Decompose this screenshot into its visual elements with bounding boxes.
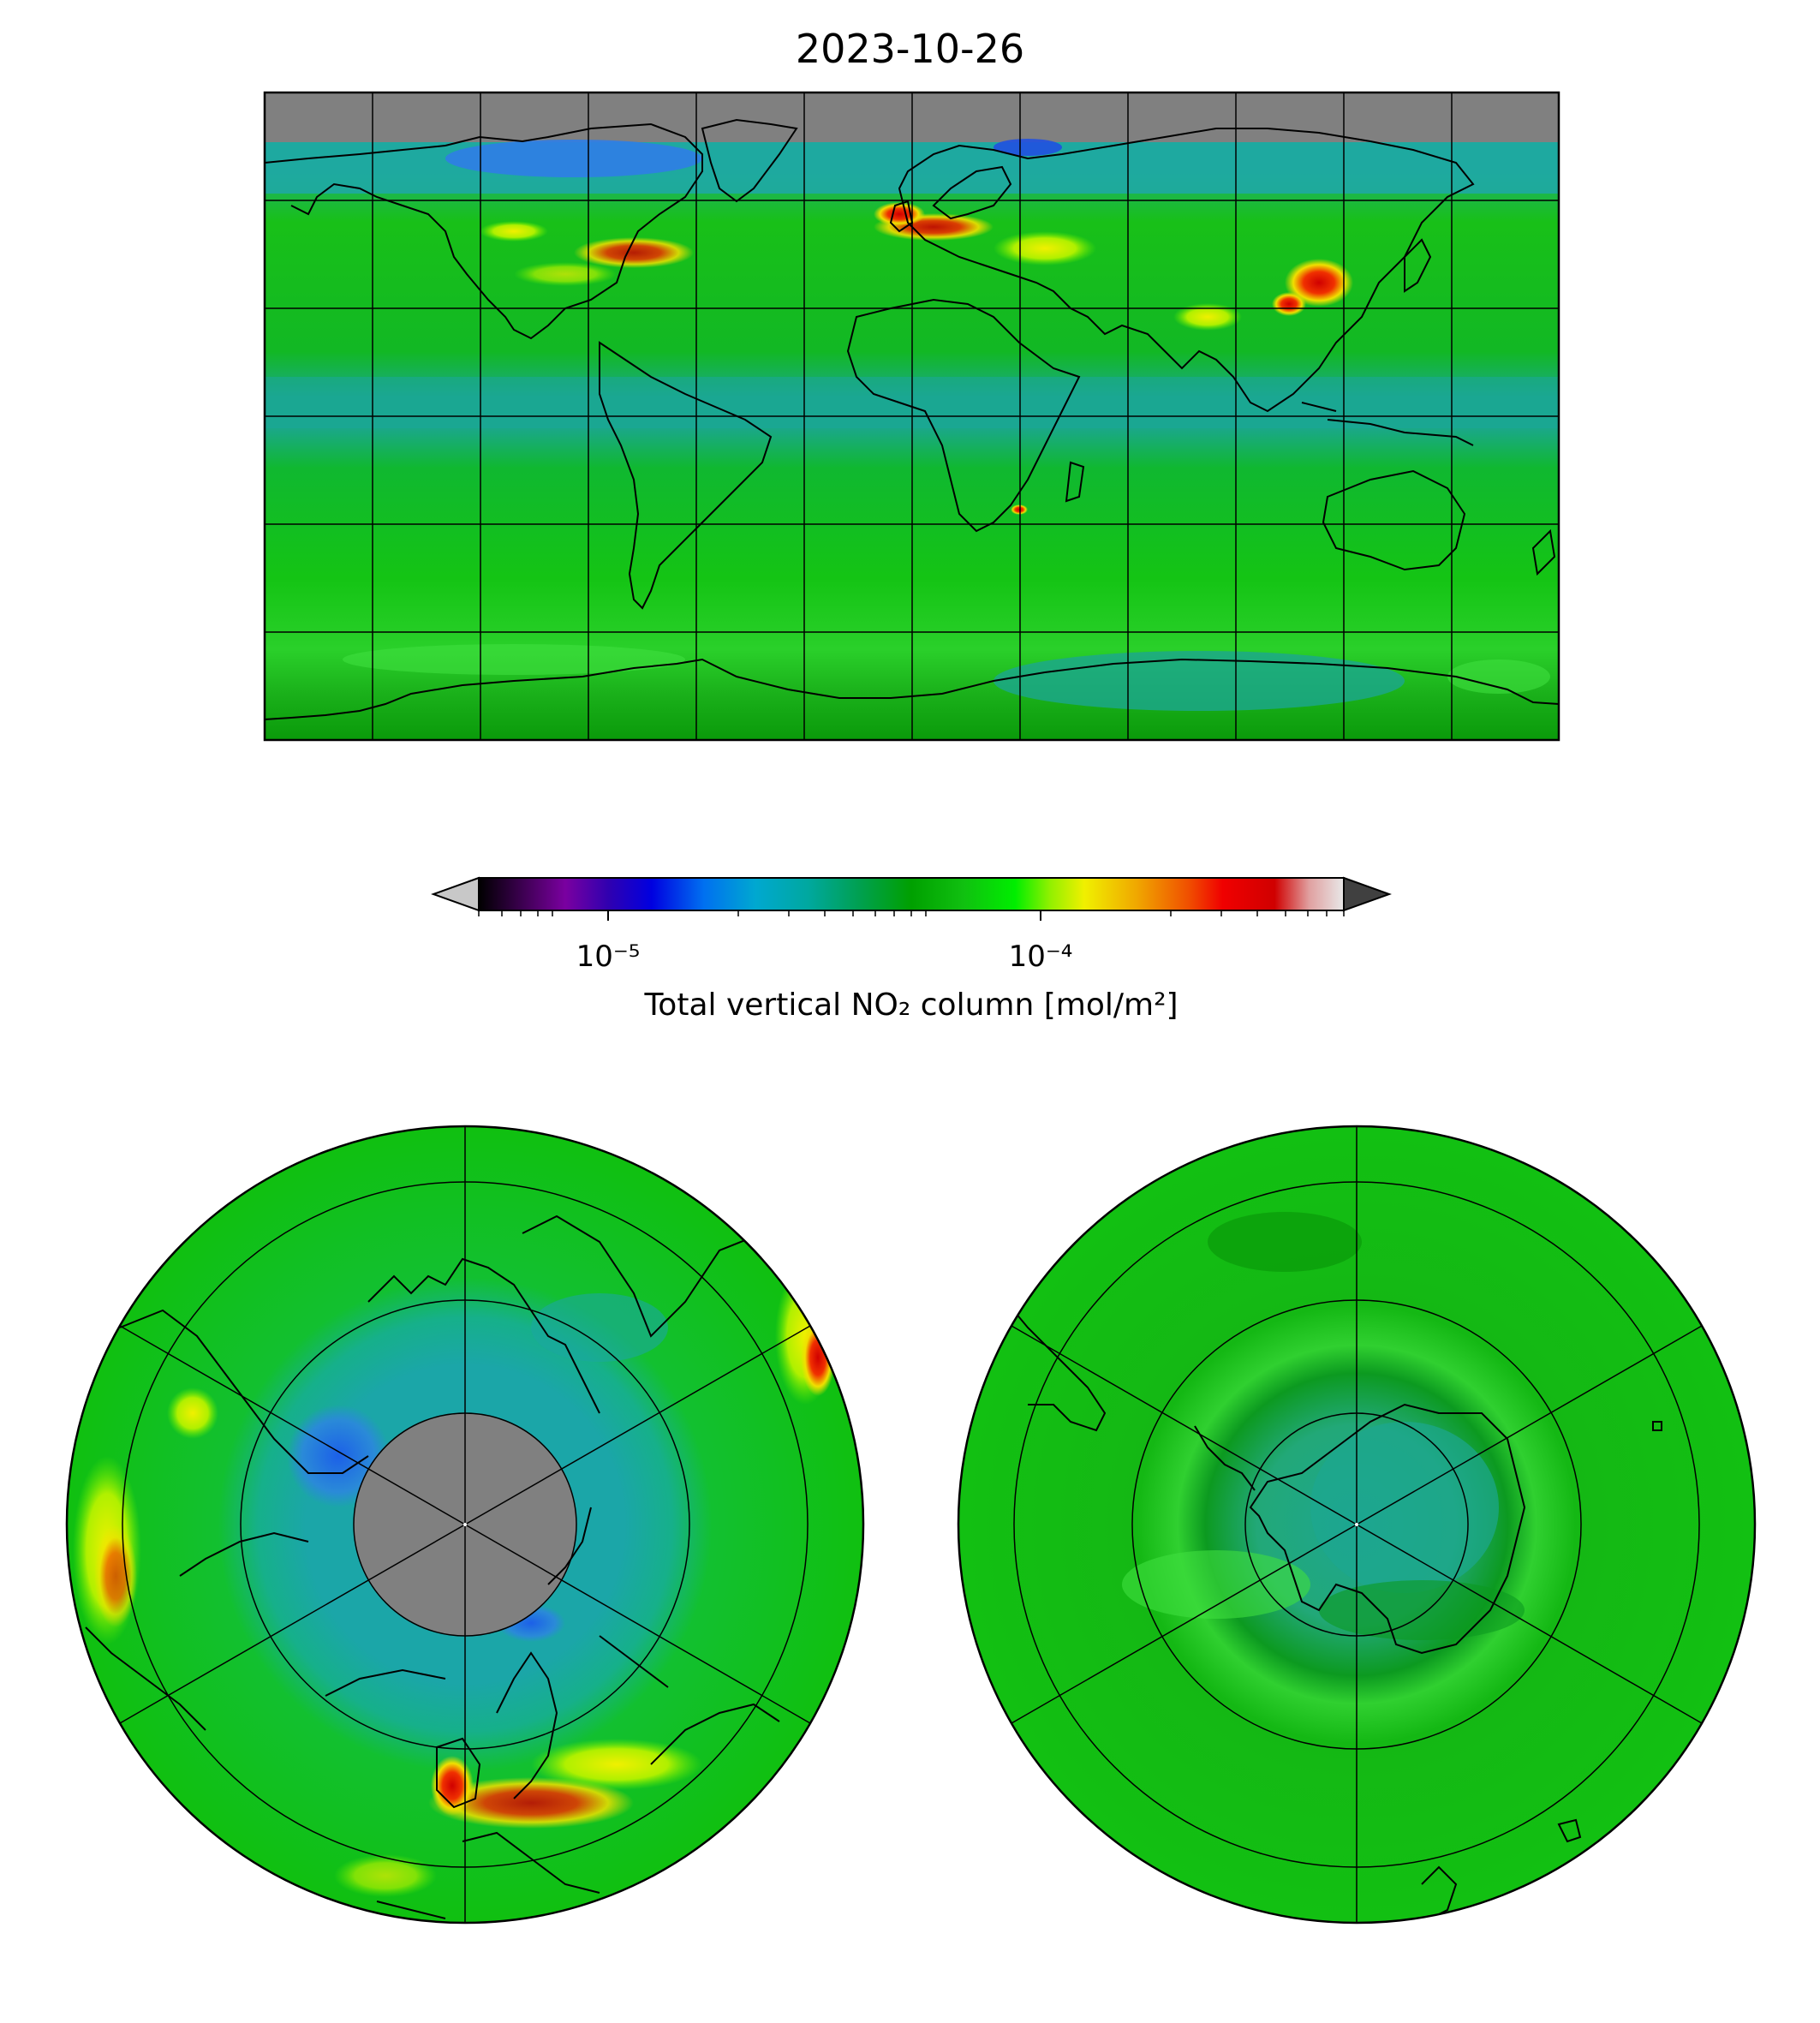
colorbar-under-extension — [431, 876, 480, 912]
hotspot-europe-north — [428, 1777, 634, 1829]
south-map-frame — [957, 1125, 1757, 1925]
global-map — [263, 91, 1560, 742]
colorbar-minor-ticks — [478, 910, 1345, 916]
global-coastlines — [265, 118, 1559, 720]
global-map-frame — [263, 91, 1560, 742]
north-polar-map — [65, 1125, 865, 1925]
colorbar: 10⁻⁵ 10⁻⁴ Total vertical NO₂ column [mol… — [431, 876, 1392, 1023]
figure-title: 2023-10-26 — [795, 26, 1025, 72]
north-coastlines — [85, 1214, 823, 1919]
north-map-frame — [65, 1125, 865, 1925]
colorbar-label: Total vertical NO₂ column [mol/m²] — [643, 988, 1178, 1023]
colorbar-gradient — [479, 878, 1344, 910]
hotspot-us-east — [574, 237, 694, 268]
colorbar-tick-label: 10⁻⁵ — [576, 940, 641, 974]
hotspot-east-asia — [1285, 259, 1353, 307]
global-graticule — [265, 92, 1559, 740]
colorbar-over-extension — [1343, 876, 1392, 912]
colorbar-tick-label: 10⁻⁴ — [1009, 940, 1073, 974]
south-polar-map — [957, 1125, 1757, 1925]
